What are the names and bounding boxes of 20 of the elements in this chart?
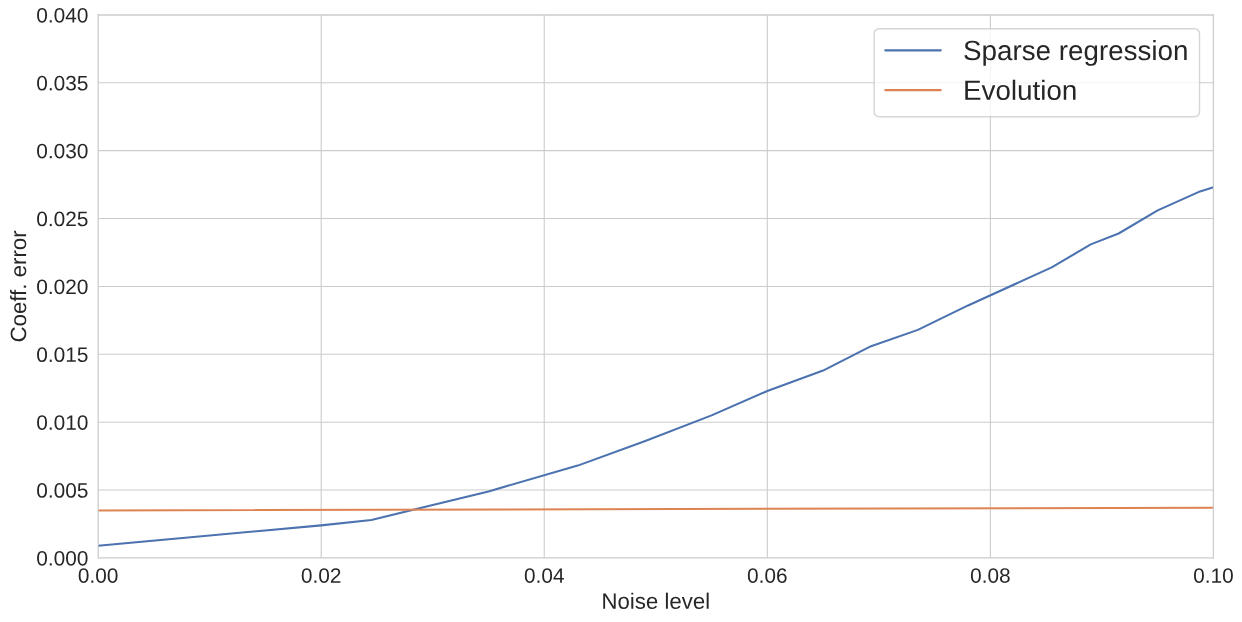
y-tick-label: 0.025 — [37, 211, 88, 227]
y-tick-label: 0.040 — [37, 7, 88, 23]
y-tick-label: 0.035 — [37, 75, 88, 91]
y-tick-label: 0.010 — [37, 415, 88, 430]
x-tick-label: 0.02 — [301, 568, 341, 583]
x-tick-label: 0.04 — [524, 568, 564, 583]
line-series — [98, 186, 1214, 547]
y-tick-label: 0.005 — [37, 483, 88, 498]
x-tick-label: 0.00 — [78, 568, 118, 583]
legend-label: Sparse regression — [964, 39, 1187, 66]
y-tick-label: 0.000 — [37, 550, 88, 566]
x-tick-label: 0.06 — [747, 568, 787, 583]
y-tick-label: 0.020 — [37, 279, 88, 295]
y-tick-label: 0.030 — [37, 143, 88, 159]
y-axis-title: Coeff. error — [10, 230, 27, 342]
y-tick-label: 0.015 — [37, 347, 88, 363]
x-tick-label: 0.08 — [970, 568, 1010, 583]
legend-label: Evolution — [965, 79, 1076, 101]
x-axis-title: Noise level — [603, 592, 709, 609]
x-tick-label: 0.10 — [1193, 568, 1233, 583]
